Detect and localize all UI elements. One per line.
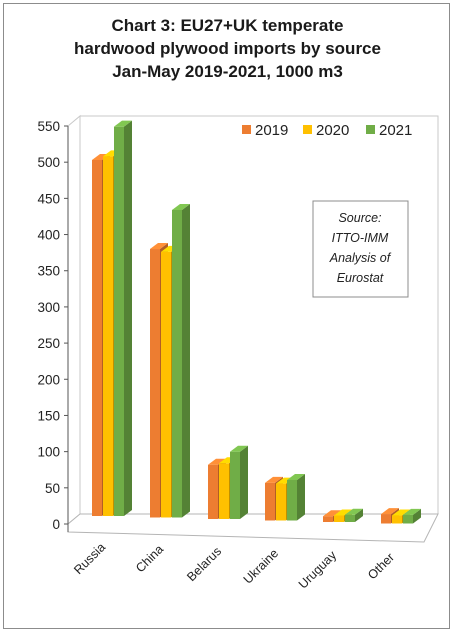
legend-swatch-2019 bbox=[242, 125, 251, 134]
bar-uruguay-2019 bbox=[323, 516, 333, 522]
source-annotation-line: ITTO-IMM bbox=[332, 231, 389, 245]
bar-top bbox=[323, 510, 341, 517]
bar-other-2020 bbox=[392, 515, 402, 524]
y-tick-label: 200 bbox=[37, 372, 60, 387]
x-category-label: Other bbox=[365, 550, 397, 582]
chart-title: Chart 3: EU27+UK temperate hardwood plyw… bbox=[0, 14, 455, 83]
bar-ukraine-2021 bbox=[287, 479, 297, 521]
legend-label-2021: 2021 bbox=[379, 122, 412, 139]
y-tick-label: 550 bbox=[37, 119, 60, 134]
legend-swatch-2020 bbox=[303, 125, 312, 134]
bar-top bbox=[172, 203, 190, 210]
bar-russia-2020 bbox=[103, 156, 113, 516]
y-tick-label: 150 bbox=[37, 408, 60, 423]
bar-uruguay-2020 bbox=[334, 515, 344, 522]
bar-top bbox=[345, 508, 363, 515]
y-tick-label: 50 bbox=[45, 481, 60, 496]
bar-side bbox=[355, 508, 363, 522]
bar-top bbox=[334, 509, 352, 516]
legend-swatch-2021 bbox=[366, 125, 375, 134]
chart-title-line-2: hardwood plywood imports by source bbox=[74, 39, 381, 58]
x-category-label: China bbox=[133, 542, 166, 575]
source-annotation-line: Eurostat bbox=[337, 271, 384, 285]
bar-other-2021 bbox=[403, 514, 413, 524]
bar-top bbox=[392, 509, 410, 516]
x-category-label: Belarus bbox=[184, 544, 224, 584]
bar-side bbox=[182, 203, 190, 518]
source-annotation-line: Source: bbox=[338, 211, 381, 225]
bar-top bbox=[208, 458, 226, 465]
y-tick-label: 250 bbox=[37, 336, 60, 351]
y-tick-label: 0 bbox=[52, 517, 60, 532]
bar-belarus-2021 bbox=[230, 451, 240, 519]
x-category-label: Russia bbox=[71, 540, 108, 577]
bar-ukraine-2019 bbox=[265, 482, 275, 521]
bar-top bbox=[287, 473, 305, 480]
bar-belarus-2020 bbox=[219, 463, 229, 519]
bar-russia-2019 bbox=[92, 159, 102, 517]
bar-uruguay-2021 bbox=[345, 514, 355, 522]
legend-label-2020: 2020 bbox=[316, 122, 349, 139]
bar-top bbox=[381, 508, 399, 515]
bar-china-2020 bbox=[161, 251, 171, 518]
back-wall bbox=[80, 115, 439, 514]
source-annotation-line: Analysis of bbox=[329, 251, 392, 265]
y-tick-label: 350 bbox=[37, 264, 60, 279]
y-tick-label: 500 bbox=[37, 155, 60, 170]
x-category-label: Ukraine bbox=[241, 546, 281, 586]
bar-russia-2021 bbox=[114, 126, 124, 516]
y-tick-label: 100 bbox=[37, 445, 60, 460]
source-annotation-box bbox=[312, 200, 409, 298]
bar-top bbox=[403, 508, 421, 515]
bar-side bbox=[240, 445, 248, 519]
bar-other-2019 bbox=[381, 514, 391, 524]
bar-china-2021 bbox=[172, 209, 182, 518]
legend-label-2019: 2019 bbox=[255, 122, 288, 139]
bar-side bbox=[297, 473, 305, 521]
bar-top bbox=[265, 476, 283, 483]
bar-top bbox=[230, 445, 248, 452]
y-tick-label: 300 bbox=[37, 300, 60, 315]
chart-title-line-3: Jan-May 2019-2021, 1000 m3 bbox=[112, 62, 343, 81]
y-tick-label: 450 bbox=[37, 191, 60, 206]
bar-top bbox=[114, 120, 132, 127]
bar-side bbox=[124, 120, 132, 516]
bar-belarus-2019 bbox=[208, 464, 218, 519]
side-wall bbox=[67, 114, 81, 526]
bar-ukraine-2020 bbox=[276, 483, 286, 521]
bar-top bbox=[150, 243, 168, 250]
chart-title-line-1: Chart 3: EU27+UK temperate bbox=[111, 16, 344, 35]
y-tick-label: 400 bbox=[37, 228, 60, 243]
bar-china-2019 bbox=[150, 249, 160, 518]
bar-side bbox=[413, 508, 421, 524]
x-category-label: Uruguay bbox=[296, 548, 340, 592]
